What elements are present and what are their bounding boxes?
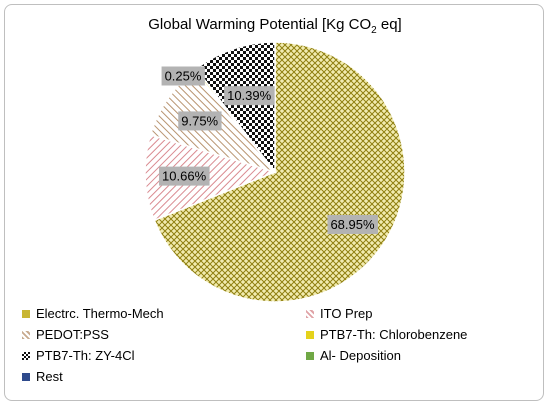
legend-label: Rest: [36, 369, 63, 384]
legend-swatch: [306, 351, 314, 360]
pie-slice-electrc-thermo-mech: [153, 41, 406, 303]
data-label-box: [161, 66, 205, 86]
legend-swatch: [22, 309, 30, 318]
data-label-box: [159, 166, 210, 186]
legend-label: Al- Deposition: [320, 348, 401, 363]
legend-label: PTB7-Th: ZY-4Cl: [36, 348, 135, 363]
legend-swatch: [306, 330, 314, 339]
legend-swatch: [22, 351, 30, 360]
legend-item: Rest: [22, 369, 63, 384]
legend-item: Al- Deposition: [306, 348, 401, 363]
legend-swatch: [22, 330, 30, 339]
legend-swatch: [306, 309, 314, 318]
legend-label: ITO Prep: [320, 306, 373, 321]
data-label: 9.75%: [181, 113, 218, 128]
legend-item: PEDOT:PSS: [22, 327, 109, 342]
legend-item: PTB7-Th: Chlorobenzene: [306, 327, 467, 342]
data-label: 0.25%: [165, 69, 202, 84]
legend-label: Electrc. Thermo-Mech: [36, 306, 164, 321]
pie-slice-ito-prep: [144, 133, 278, 222]
legend-label: PTB7-Th: Chlorobenzene: [320, 327, 468, 342]
data-label-box: [178, 111, 222, 131]
legend-item: PTB7-Th: ZY-4Cl: [22, 348, 135, 363]
chart-title: Global Warming Potential [Kg CO2 eq]: [148, 16, 402, 36]
data-label: 68.95%: [330, 217, 375, 232]
data-label: 10.39%: [227, 88, 272, 103]
data-label-box: [224, 86, 275, 106]
data-label-box: [327, 214, 378, 234]
data-label: 10.66%: [162, 169, 207, 184]
legend-item: Electrc. Thermo-Mech: [22, 306, 164, 321]
legend-swatch: [22, 372, 30, 381]
legend-item: ITO Prep: [306, 306, 373, 321]
legend-label: PEDOT:PSS: [36, 327, 109, 342]
